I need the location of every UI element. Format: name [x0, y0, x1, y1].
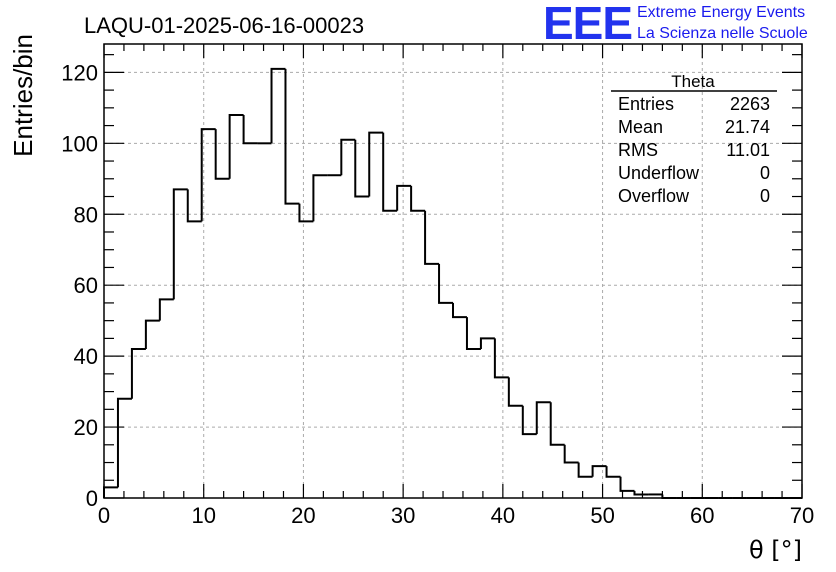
histogram-bin — [368, 131, 384, 197]
stats-row-value: 0 — [760, 186, 770, 206]
histogram-bin — [228, 113, 244, 179]
histogram-bin — [507, 377, 523, 407]
plot-border — [103, 43, 803, 499]
histogram-bin — [270, 67, 286, 144]
grid-lines — [104, 44, 802, 498]
axis-ticks — [103, 44, 803, 499]
histogram-bin — [619, 476, 635, 492]
histogram-bin — [172, 188, 188, 300]
histogram-bin — [284, 68, 300, 205]
histogram-bin — [116, 397, 132, 488]
histogram-bin — [479, 337, 495, 350]
histogram-bin — [549, 402, 565, 446]
stats-row-value: 2263 — [730, 94, 770, 114]
histogram-bin — [298, 203, 314, 223]
histogram-bars — [103, 67, 802, 499]
eee-logo-line-1: Extreme Energy Events — [637, 4, 806, 21]
x-tick-label: 10 — [191, 503, 215, 528]
y-axis-label: Entries/bin — [8, 34, 38, 157]
histogram-bin — [438, 263, 453, 304]
histogram-bin — [396, 184, 412, 211]
histogram-bin — [312, 174, 328, 222]
y-tick-label: 40 — [74, 344, 98, 369]
y-tick-label: 120 — [61, 60, 98, 85]
y-tick-label: 0 — [86, 486, 98, 511]
stats-row-label: Underflow — [618, 163, 700, 183]
histogram-bin — [452, 302, 467, 319]
histogram-bin — [354, 139, 370, 198]
eee-logo-line-2: La Scienza nelle Scuole — [637, 25, 808, 42]
histogram-bin — [577, 462, 593, 478]
x-tick-label: 30 — [391, 503, 415, 528]
y-tick-label: 80 — [74, 202, 98, 227]
x-axis-label: θ [°] — [749, 536, 802, 564]
histogram-bin — [382, 132, 398, 212]
histogram-bin — [521, 405, 537, 436]
x-tick-label: 50 — [590, 503, 614, 528]
x-tick-label: 70 — [790, 503, 814, 528]
stats-row-label: Overflow — [618, 186, 690, 206]
axis-tick-labels: 0 10 20 30 40 50 60 70 0 20 40 60 80 100 120 — [61, 60, 814, 528]
stats-rows: Entries 2263 Mean 21.74 RMS 11.01 Underflow 0 Ov… — [618, 94, 770, 206]
histogram-bin — [130, 348, 146, 399]
stats-row-value: 11.01 — [726, 140, 770, 160]
histogram-bin — [186, 189, 202, 223]
stats-row-label: Entries — [618, 94, 674, 114]
histogram-bin — [605, 466, 621, 478]
chart-title: LAQU-01-2025-06-16-00023 — [84, 13, 364, 38]
histogram-bin — [242, 114, 258, 145]
histogram-bin — [214, 129, 230, 180]
y-tick-label: 20 — [74, 415, 98, 440]
eee-logo-mark: EEE — [543, 0, 633, 49]
y-tick-label: 60 — [74, 273, 98, 298]
histogram-bin — [493, 338, 509, 379]
stats-box: Theta Entries 2263 Mean 21.74 RMS 11.01 Underf… — [611, 72, 777, 206]
x-tick-label: 20 — [291, 503, 315, 528]
eee-logo: EEE Extreme Energy Events La Scienza nel… — [543, 0, 833, 49]
histogram-bin — [424, 210, 440, 265]
histogram-bin — [144, 319, 160, 350]
histogram-bin — [158, 298, 174, 321]
histogram-bin — [563, 444, 579, 464]
plot-frame — [103, 43, 803, 499]
histogram-bin — [103, 486, 118, 498]
histogram-bin — [465, 317, 481, 351]
y-tick-label: 100 — [61, 131, 98, 156]
x-tick-label: 0 — [98, 503, 110, 528]
stats-row-value: 0 — [760, 163, 770, 183]
stats-row-label: RMS — [618, 140, 658, 160]
stats-row-value: 21.74 — [725, 117, 770, 137]
x-tick-label: 40 — [491, 503, 515, 528]
histogram-bin — [200, 128, 216, 222]
histogram-bin — [633, 490, 649, 496]
histogram-bin — [340, 138, 356, 176]
histogram-bin — [410, 185, 426, 212]
x-tick-label: 60 — [690, 503, 714, 528]
stats-title: Theta — [671, 72, 715, 91]
histogram-bin — [591, 465, 607, 477]
histogram-bin — [535, 401, 551, 435]
stats-row-label: Mean — [618, 117, 663, 137]
